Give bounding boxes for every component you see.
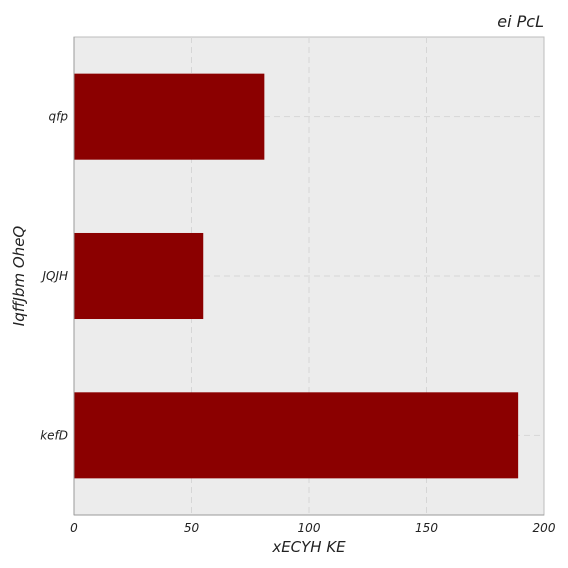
y-axis-label: IqffJbm OheQ: [10, 226, 28, 327]
x-tick-labels: 0 50 100 150 200: [70, 521, 556, 535]
bars: [74, 73, 519, 479]
y-tick-label: JQJH: [40, 269, 68, 283]
bar-JQJH: [74, 232, 204, 320]
y-tick-label: qfp: [49, 110, 69, 124]
x-axis-label: xECYH KE: [271, 538, 346, 556]
x-tick-label: 100: [298, 521, 321, 535]
bar-qfp: [74, 73, 265, 160]
x-tick-label: 50: [184, 521, 200, 535]
x-tick-label: 0: [70, 521, 78, 535]
chart-title: ei PcL: [497, 12, 544, 31]
bar-kefD: [74, 392, 519, 479]
x-tick-label: 200: [533, 521, 556, 535]
y-tick-label: kefD: [40, 428, 68, 442]
x-tick-label: 150: [415, 521, 438, 535]
y-tick-labels: qfp JQJH kefD: [40, 110, 68, 443]
